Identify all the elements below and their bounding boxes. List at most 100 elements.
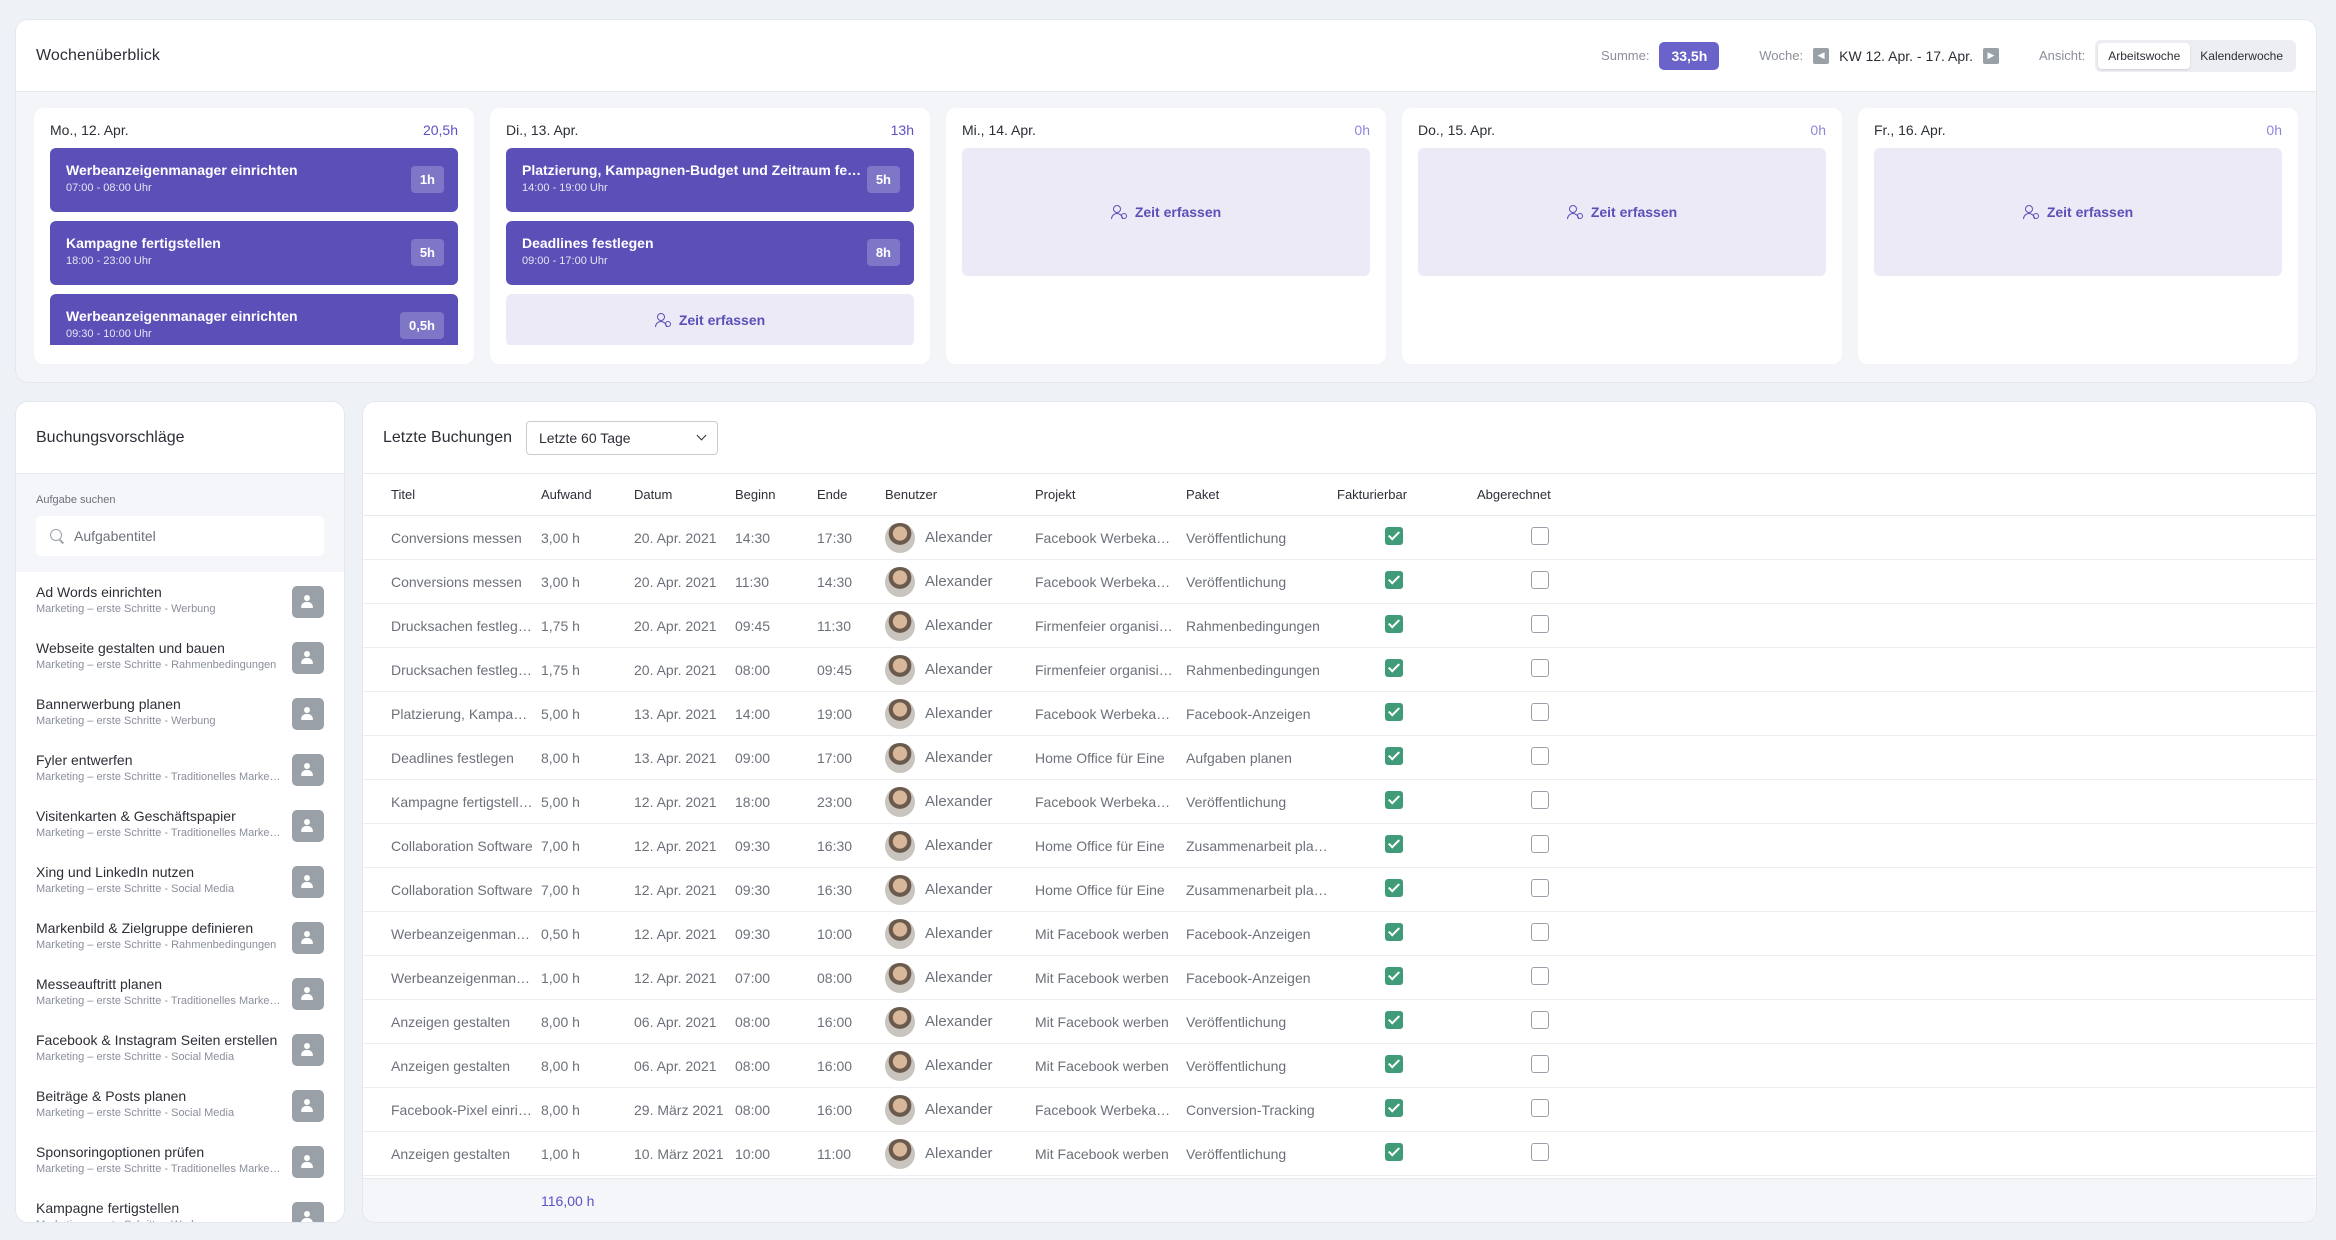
chevron-right-icon[interactable]: ▶: [1982, 47, 1999, 64]
suggestion-item[interactable]: Fyler entwerfen Marketing – erste Schritt…: [36, 740, 324, 796]
col-projekt[interactable]: Projekt: [1035, 487, 1076, 502]
col-abgerechnet[interactable]: Abgerechnet: [1477, 487, 1551, 502]
col-titel[interactable]: Titel: [391, 487, 416, 502]
abgerechnet-checkbox[interactable]: [1531, 879, 1549, 897]
suggestion-item[interactable]: Bannerwerbung planen Marketing – erste Sc…: [36, 684, 324, 740]
col-ende[interactable]: Ende: [817, 487, 848, 502]
table-row[interactable]: Facebook-Pixel einrichten 8,00 h 29. März …: [363, 1088, 2316, 1132]
abgerechnet-checkbox[interactable]: [1531, 967, 1549, 985]
abgerechnet-checkbox[interactable]: [1531, 1011, 1549, 1029]
suggestion-item[interactable]: Beiträge & Posts planen Marketing – erste…: [36, 1076, 324, 1132]
assign-user-button[interactable]: [292, 698, 324, 730]
fakturierbar-checkbox[interactable]: [1385, 1099, 1403, 1117]
fakturierbar-checkbox[interactable]: [1385, 1143, 1403, 1161]
table-row[interactable]: Werbeanzeigenmanager 1,00 h 12. Apr. 2021 0…: [363, 956, 2316, 1000]
assign-user-button[interactable]: [292, 586, 324, 618]
suggestion-item[interactable]: Messeauftritt planen Marketing – erste Sc…: [36, 964, 324, 1020]
abgerechnet-checkbox[interactable]: [1531, 703, 1549, 721]
fakturierbar-checkbox[interactable]: [1385, 1055, 1403, 1073]
table-row[interactable]: Collaboration Software 7,00 h 12. Apr. 202…: [363, 824, 2316, 868]
abgerechnet-checkbox[interactable]: [1531, 1143, 1549, 1161]
fakturierbar-checkbox[interactable]: [1385, 571, 1403, 589]
fakturierbar-checkbox[interactable]: [1385, 923, 1403, 941]
fakturierbar-checkbox[interactable]: [1385, 791, 1403, 809]
table-row[interactable]: Anzeigen gestalten 1,00 h 10. März 2021 10:…: [363, 1132, 2316, 1176]
assign-user-button[interactable]: [292, 642, 324, 674]
fakturierbar-checkbox[interactable]: [1385, 527, 1403, 545]
time-entry[interactable]: Kampagne fertigstellen 18:00 - 23:00 Uhr 5…: [50, 221, 458, 285]
abgerechnet-checkbox[interactable]: [1531, 791, 1549, 809]
table-row[interactable]: Drucksachen festlegen 1,75 h 20. Apr. 2021…: [363, 604, 2316, 648]
time-entry[interactable]: Deadlines festlegen 09:00 - 17:00 Uhr 8h: [506, 221, 914, 285]
zeit-erfassen-button[interactable]: Zeit erfassen: [1418, 148, 1826, 276]
assign-user-button[interactable]: [292, 1202, 324, 1222]
table-row[interactable]: Conversions messen 3,00 h 20. Apr. 2021 11:…: [363, 560, 2316, 604]
fakturierbar-checkbox[interactable]: [1385, 747, 1403, 765]
assign-user-button[interactable]: [292, 754, 324, 786]
suggestion-item[interactable]: Visitenkarten & Geschäftspapier Marketing…: [36, 796, 324, 852]
assign-user-button[interactable]: [292, 1034, 324, 1066]
chevron-left-icon[interactable]: ◀: [1813, 47, 1830, 64]
table-row[interactable]: Deadlines festlegen 8,00 h 13. Apr. 2021 09…: [363, 736, 2316, 780]
col-fakturierbar[interactable]: Fakturierbar: [1337, 487, 1408, 502]
abgerechnet-checkbox[interactable]: [1531, 527, 1549, 545]
assign-user-button[interactable]: [292, 978, 324, 1010]
zeit-erfassen-button[interactable]: Zeit erfassen: [506, 294, 914, 345]
suggestion-item[interactable]: Markenbild & Zielgruppe definieren Market…: [36, 908, 324, 964]
col-aufwand[interactable]: Aufwand: [541, 487, 592, 502]
time-entry[interactable]: Werbeanzeigenmanager einrichten 09:30 - 1…: [50, 294, 458, 345]
fakturierbar-checkbox[interactable]: [1385, 967, 1403, 985]
abgerechnet-checkbox[interactable]: [1531, 1099, 1549, 1117]
assign-user-button[interactable]: [292, 810, 324, 842]
abgerechnet-checkbox[interactable]: [1531, 835, 1549, 853]
abgerechnet-checkbox[interactable]: [1531, 615, 1549, 633]
suggestion-item[interactable]: Facebook & Instagram Seiten erstellen Mar…: [36, 1020, 324, 1076]
table-row[interactable]: Conversions messen 3,00 h 20. Apr. 2021 14:…: [363, 516, 2316, 560]
table-row[interactable]: Anzeigen gestalten 8,00 h 06. Apr. 2021 08:…: [363, 1044, 2316, 1088]
cell-abgerechnet: [1477, 967, 1617, 988]
table-row[interactable]: Collaboration Software 7,00 h 12. Apr. 202…: [363, 868, 2316, 912]
suggestion-item[interactable]: Kampagne fertigstellen Marketing – erste …: [36, 1188, 324, 1222]
fakturierbar-checkbox[interactable]: [1385, 703, 1403, 721]
fakturierbar-checkbox[interactable]: [1385, 615, 1403, 633]
view-option-arbeitswoche[interactable]: Arbeitswoche: [2098, 42, 2191, 69]
table-row[interactable]: Anzeigen gestalten 8,00 h 06. Apr. 2021 08:…: [363, 1000, 2316, 1044]
fakturierbar-checkbox[interactable]: [1385, 835, 1403, 853]
search-input[interactable]: [74, 528, 294, 544]
col-beginn[interactable]: Beginn: [735, 487, 776, 502]
abgerechnet-checkbox[interactable]: [1531, 571, 1549, 589]
period-select[interactable]: Letzte 60 Tage: [526, 420, 718, 455]
col-benutzer[interactable]: Benutzer: [885, 487, 938, 502]
abgerechnet-checkbox[interactable]: [1531, 659, 1549, 677]
table-row[interactable]: Kampagne fertigstellen 5,00 h 12. Apr. 202…: [363, 780, 2316, 824]
assign-user-button[interactable]: [292, 1090, 324, 1122]
table-row[interactable]: Werbeanzeigenmanager 0,50 h 12. Apr. 2021 0…: [363, 912, 2316, 956]
fakturierbar-checkbox[interactable]: [1385, 659, 1403, 677]
col-datum[interactable]: Datum: [634, 487, 673, 502]
fakturierbar-checkbox[interactable]: [1385, 1011, 1403, 1029]
suggestion-item[interactable]: Sponsoringoptionen prüfen Marketing – ers…: [36, 1132, 324, 1188]
user-name: Alexander: [925, 705, 993, 722]
week-overview-panel: Wochenüberblick Summe: 33,5h Woche: ◀ KW…: [16, 20, 2316, 382]
table-row[interactable]: Platzierung, Kampagnen-Budget5,00 h 13. A…: [363, 692, 2316, 736]
col-paket[interactable]: Paket: [1186, 487, 1220, 502]
zeit-erfassen-button[interactable]: Zeit erfassen: [962, 148, 1370, 276]
search-box[interactable]: [36, 516, 324, 556]
zeit-erfassen-button[interactable]: Zeit erfassen: [1874, 148, 2282, 276]
abgerechnet-checkbox[interactable]: [1531, 1055, 1549, 1073]
day-entries: Zeit erfassen: [1418, 148, 1826, 345]
assign-user-button[interactable]: [292, 922, 324, 954]
time-entry[interactable]: Platzierung, Kampagnen-Budget und Zeitra…: [506, 148, 914, 212]
suggestion-item[interactable]: Xing und LinkedIn nutzen Marketing – erst…: [36, 852, 324, 908]
fakturierbar-checkbox[interactable]: [1385, 879, 1403, 897]
abgerechnet-checkbox[interactable]: [1531, 747, 1549, 765]
assign-user-button[interactable]: [292, 1146, 324, 1178]
table-row[interactable]: Drucksachen festlegen 1,75 h 20. Apr. 2021…: [363, 648, 2316, 692]
suggestion-item[interactable]: Ad Words einrichten Marketing – erste Sch…: [36, 572, 324, 628]
day-date: Fr., 16. Apr.: [1874, 122, 1946, 138]
suggestion-item[interactable]: Webseite gestalten und bauen Marketing – …: [36, 628, 324, 684]
time-entry[interactable]: Werbeanzeigenmanager einrichten 07:00 - 0…: [50, 148, 458, 212]
assign-user-button[interactable]: [292, 866, 324, 898]
abgerechnet-checkbox[interactable]: [1531, 923, 1549, 941]
view-option-kalenderwoche[interactable]: Kalenderwoche: [2200, 48, 2283, 63]
